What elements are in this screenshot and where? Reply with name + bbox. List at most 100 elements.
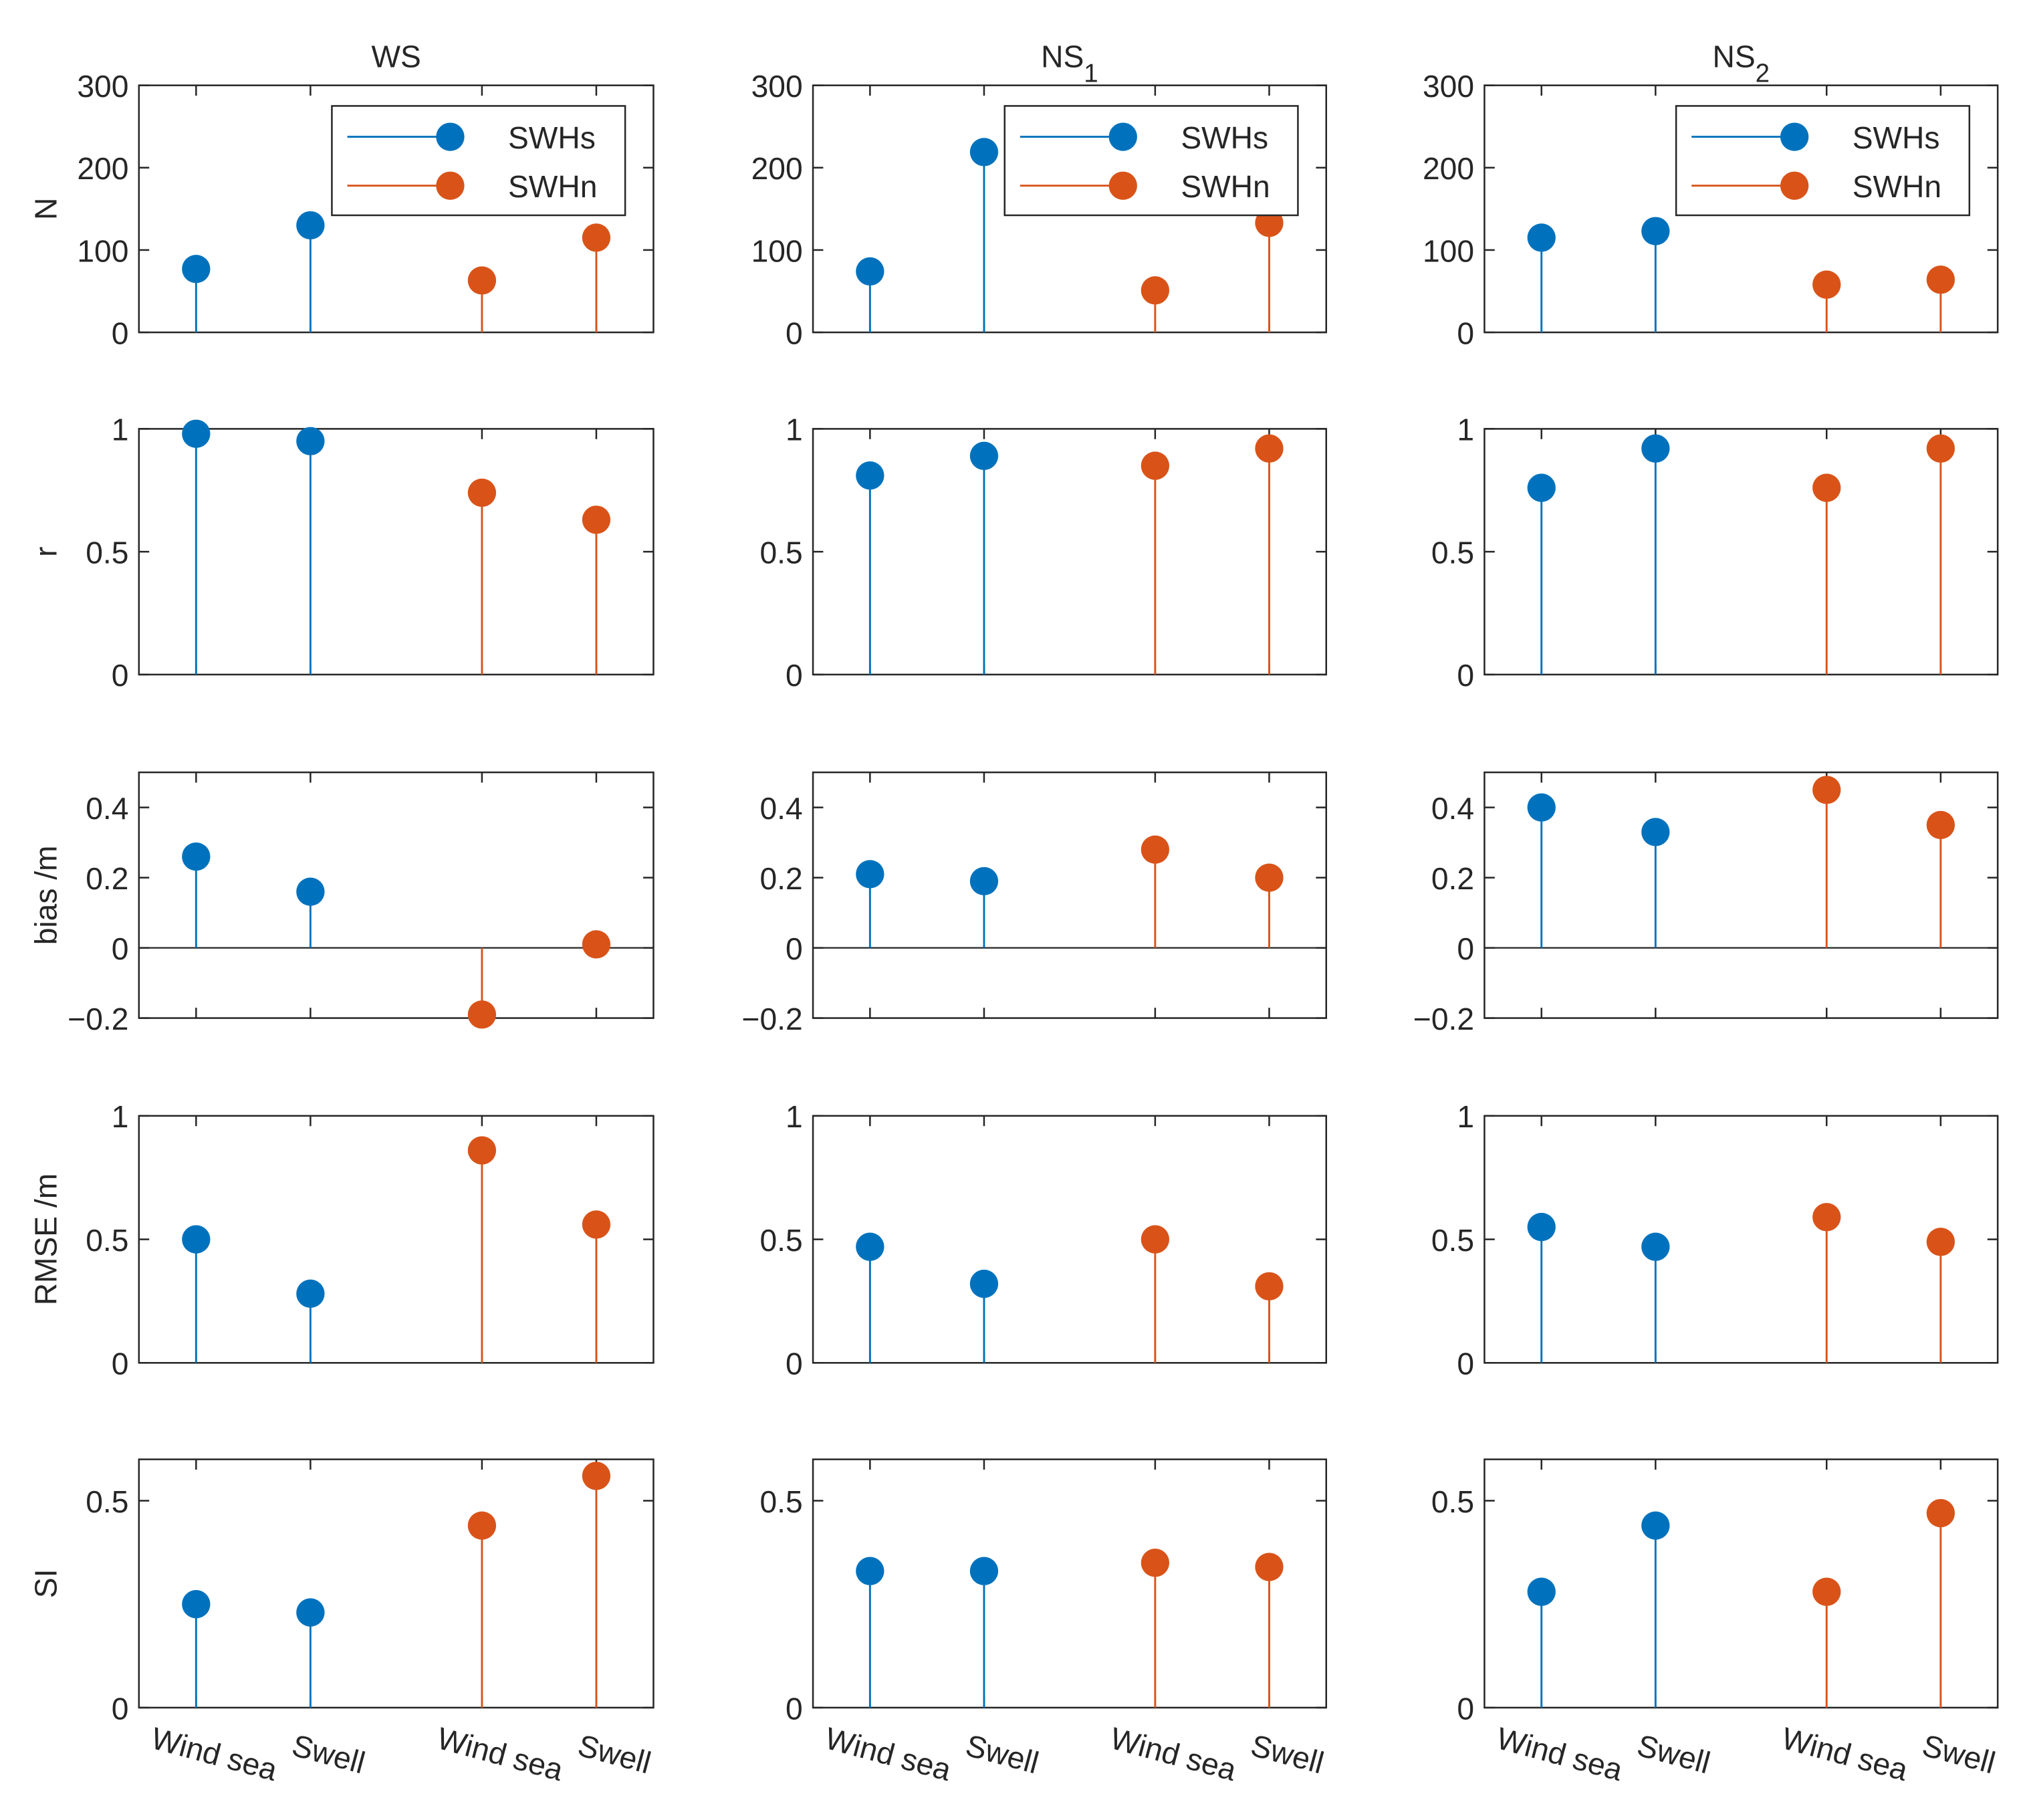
stem-marker [1926,434,1955,463]
y-tick-label: 1 [1457,413,1474,447]
axes-box [138,84,655,334]
stem-marker [1641,1232,1670,1261]
stem-marker [969,138,999,166]
stem-marker [182,255,211,283]
y-tick-label: −0.2 [68,1002,128,1036]
axes: −0.2 0 0.2 0.4 [1413,771,1999,1036]
y-tick-label: 0.5 [1431,535,1474,570]
legend-label: SWHs [1181,120,1268,155]
axes-box [1484,771,1999,1019]
y-tick-label: 300 [77,69,128,104]
stem-marker [467,266,497,295]
legend: SWHs SWHn [1003,105,1299,217]
y-tick-label: 0 [112,658,129,693]
stem-marker [582,1210,611,1239]
stem-marker [296,211,325,240]
stem-marker [1141,1549,1170,1577]
y-tick-label: 0.5 [86,535,128,570]
y-tick-label: −0.2 [1413,1002,1474,1036]
y-tick-label: 0 [1457,1691,1474,1726]
stem-marker [856,1232,884,1261]
axes-box [138,771,655,1019]
legend-marker [1780,122,1809,151]
legend-label: SWHs [1853,120,1940,155]
stem-marker [1641,434,1670,463]
stem-marker [1812,1203,1841,1232]
y-axis-label: bias /m [29,845,64,945]
y-tick-label: 300 [1423,69,1474,104]
stem-marker [856,257,884,286]
y-tick-label: 0 [786,931,803,966]
stem-marker [969,1557,999,1585]
legend: SWHs SWHn [331,105,626,217]
stem-marker [856,1557,884,1585]
stem-marker [296,877,325,906]
stem-marker [1141,276,1170,305]
stem-marker [467,1000,497,1029]
legend-label: SWHn [508,169,597,204]
y-tick-label: 0 [786,658,803,693]
legend-marker [436,171,465,200]
axes: 0 100 200 300 WS N SWHs SWHn [29,39,655,350]
stem-marker [582,1462,611,1490]
stem-marker [1926,810,1955,840]
stem-marker [296,1279,325,1309]
y-tick-label: 1 [112,413,129,447]
y-tick-label: 0 [1457,931,1474,966]
axes: 00.51 [759,1099,1328,1381]
stem-marker [182,1590,211,1619]
stem-marker [1141,835,1170,864]
axes: −0.2 0 0.2 0.4 bias /m [29,771,655,1036]
stem-marker [1527,473,1556,502]
stem-marker [1255,434,1284,463]
stem-marker [1926,1498,1955,1528]
stem-marker [1641,1511,1670,1540]
legend: SWHs SWHn [1675,105,1971,217]
legend-box [1003,105,1299,217]
axes-box [138,1458,655,1709]
y-tick-label: 200 [77,151,128,186]
y-tick-label: 0.4 [86,791,128,826]
axes-title: NS2 [1713,39,1770,88]
stem-marker [1812,473,1841,502]
y-tick-label: 200 [1423,151,1474,186]
stem-marker [1527,793,1556,822]
stem-marker [582,930,611,959]
y-axis-label: r [29,546,64,556]
legend-marker [436,122,465,151]
y-tick-label: 1 [786,413,803,447]
stem-marker [1255,1272,1284,1300]
axes: 0 100 200 300 NS1 SWHs SWHn [751,39,1328,350]
y-tick-label: 0.4 [1431,791,1474,826]
y-tick-label: −0.2 [742,1002,803,1036]
stem-marker [969,867,999,896]
stem-marker [582,505,611,534]
stem-marker [1141,1225,1170,1254]
legend-label: SWHn [1181,169,1270,204]
stem-marker [1141,451,1170,480]
legend-label: SWHs [508,120,596,155]
y-tick-label: 0 [1457,1347,1474,1381]
y-tick-label: 0 [786,316,803,350]
legend-marker [1108,171,1137,200]
legend-marker [1780,171,1809,200]
legend-box [1675,105,1971,217]
y-tick-label: 1 [786,1099,803,1134]
axes: 00.51 [1431,1099,1999,1381]
y-tick-label: 0 [1457,316,1474,350]
stem-marker [182,842,211,871]
stem-marker [1926,1228,1955,1256]
y-tick-label: 0 [786,1691,803,1726]
y-tick-label: 100 [751,233,803,268]
axes: 0 0.5 1 RMSE /m [29,1099,655,1381]
y-tick-label: 0.5 [86,1484,128,1519]
stem-marker [856,461,884,490]
axes-title: NS1 [1041,39,1098,88]
y-axis-label: N [29,198,64,220]
y-axis-label: SI [29,1569,64,1598]
stem-marker [467,478,497,507]
legend-label: SWHn [1853,169,1941,204]
